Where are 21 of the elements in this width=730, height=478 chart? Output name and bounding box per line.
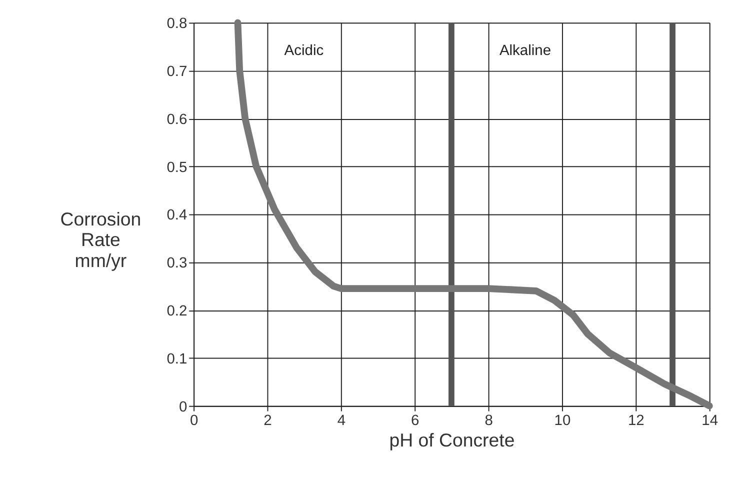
y-tick-label: 0.2 — [166, 303, 188, 320]
x-tick-label: 14 — [702, 413, 718, 430]
y-tick-label: 0.8 — [166, 16, 188, 32]
x-tick-label: 6 — [411, 413, 420, 430]
y-tick-label: 0.4 — [166, 208, 188, 224]
y-tick-label: 0.3 — [166, 256, 188, 272]
annotation: Acidic — [284, 43, 324, 60]
y-tick-label: 0.5 — [166, 160, 188, 176]
x-tick-label: 10 — [554, 413, 571, 430]
annotation: Alkaline — [499, 43, 551, 60]
y-tick-label: 0 — [178, 399, 188, 416]
x-tick-label: 2 — [264, 413, 272, 430]
x-tick-label: 12 — [628, 413, 644, 430]
x-axis-title: pH of Concrete — [389, 430, 515, 451]
y-tick-label: 0.7 — [166, 64, 188, 80]
x-tick-label: 4 — [337, 413, 346, 430]
y-axis-title: Corrosion Rate mm/yr — [60, 208, 142, 271]
y-tick-label: 0.1 — [166, 351, 188, 368]
x-tick-label: 0 — [190, 413, 198, 430]
x-tick-label: 8 — [484, 413, 493, 430]
y-tick-label: 0.6 — [166, 112, 188, 128]
